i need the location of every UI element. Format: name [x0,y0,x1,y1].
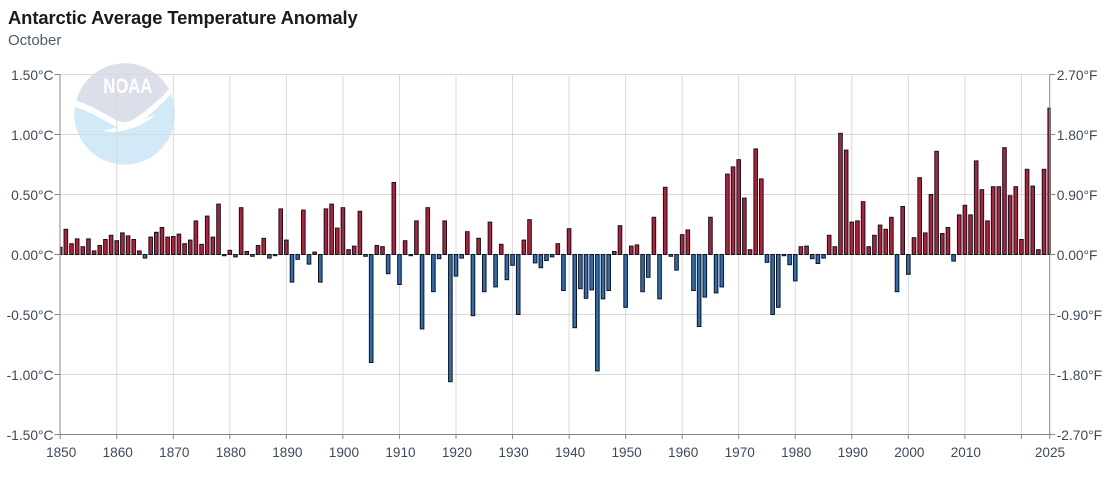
svg-text:1900: 1900 [329,445,360,460]
svg-text:-1.80°F: -1.80°F [1057,368,1102,383]
svg-text:1980: 1980 [781,445,812,460]
svg-text:0.00°F: 0.00°F [1057,248,1098,263]
svg-text:1870: 1870 [159,445,190,460]
svg-text:0.00°C: 0.00°C [11,248,53,263]
svg-text:0.50°C: 0.50°C [11,188,53,203]
svg-text:-0.90°F: -0.90°F [1057,308,1102,323]
svg-text:-1.50°C: -1.50°C [7,428,54,443]
svg-text:-2.70°F: -2.70°F [1057,428,1102,443]
svg-text:2000: 2000 [894,445,925,460]
svg-text:1930: 1930 [498,445,529,460]
svg-text:2025: 2025 [1035,445,1065,460]
svg-text:-1.00°C: -1.00°C [7,368,54,383]
svg-text:1910: 1910 [385,445,416,460]
svg-text:1860: 1860 [103,445,134,460]
svg-text:1880: 1880 [216,445,247,460]
svg-text:1950: 1950 [612,445,643,460]
svg-text:1940: 1940 [555,445,586,460]
svg-text:1.00°C: 1.00°C [11,128,53,143]
svg-text:1920: 1920 [442,445,473,460]
svg-text:1.50°C: 1.50°C [11,68,53,83]
svg-text:1960: 1960 [668,445,699,460]
svg-text:1990: 1990 [838,445,869,460]
svg-text:1.80°F: 1.80°F [1057,128,1098,143]
svg-text:0.90°F: 0.90°F [1057,188,1098,203]
svg-text:2010: 2010 [951,445,982,460]
svg-text:NOAA: NOAA [103,75,152,98]
svg-text:1970: 1970 [725,445,756,460]
svg-text:2.70°F: 2.70°F [1057,68,1098,83]
svg-text:1890: 1890 [272,445,303,460]
svg-text:-0.50°C: -0.50°C [7,308,54,323]
svg-text:1850: 1850 [46,445,77,460]
